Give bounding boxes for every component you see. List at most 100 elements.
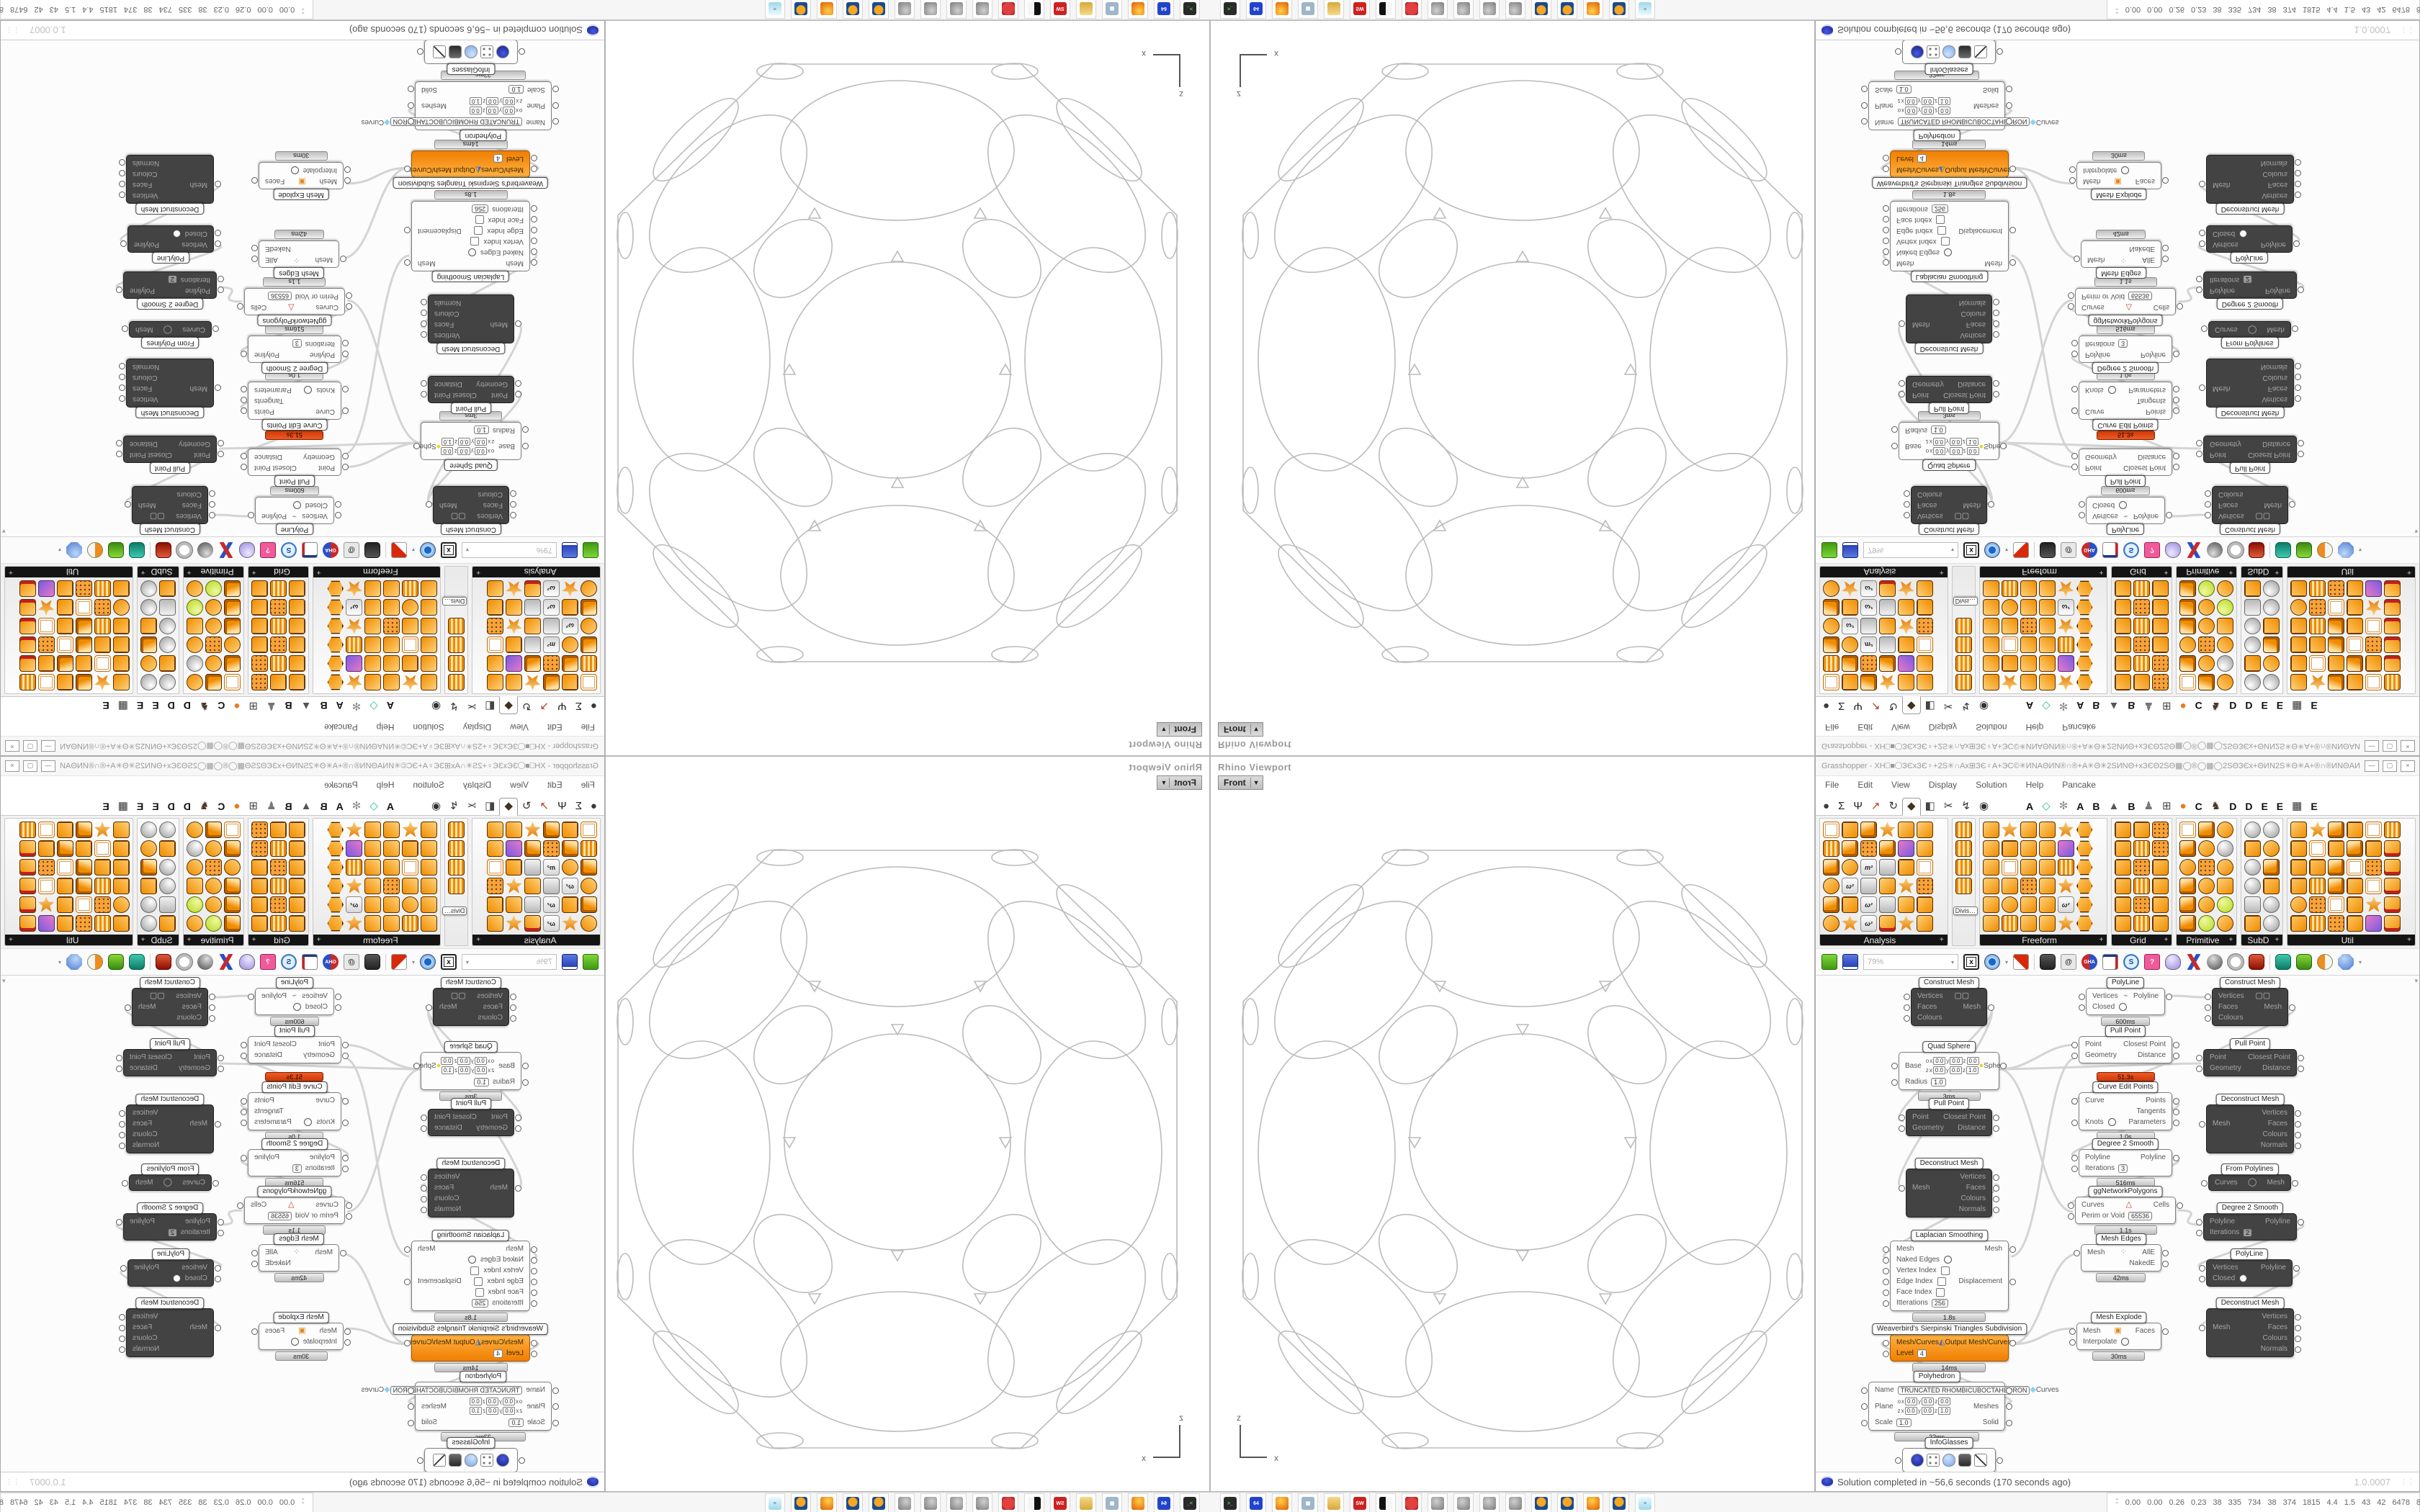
plane-value-box[interactable]: 0.0	[1922, 1398, 1935, 1405]
ribbon-icon[interactable]	[2133, 896, 2151, 913]
metrics-expand-icon[interactable]: ⌃ ⌃	[300, 4, 305, 14]
ribbon-icon[interactable]	[327, 636, 344, 653]
tab-plugin-b2[interactable]: B	[284, 801, 292, 812]
infoglasses-icon-4[interactable]	[449, 1454, 462, 1467]
zoom-extents-icon[interactable]: x	[441, 954, 457, 970]
tab-plugin-e1[interactable]: E	[152, 801, 159, 812]
circle-widget[interactable]	[467, 248, 476, 256]
ribbon-icon[interactable]	[562, 674, 578, 690]
tab-plugin-d2[interactable]: D	[2245, 700, 2253, 711]
ribbon-icon[interactable]	[140, 599, 157, 616]
ribbon-icon[interactable]	[364, 636, 382, 653]
ribbon-icon[interactable]: m²	[1860, 636, 1877, 653]
ribbon-icon[interactable]	[112, 878, 130, 894]
ribbon-icon[interactable]	[2290, 822, 2308, 838]
output-port[interactable]	[119, 1346, 125, 1353]
input-port[interactable]	[1904, 1014, 1910, 1022]
ribbon-icon[interactable]	[346, 915, 362, 932]
ribbon-icon[interactable]	[140, 878, 157, 894]
checkbox-widget[interactable]	[475, 215, 484, 225]
ribbon-icon[interactable]	[1898, 822, 1914, 838]
ribbon-icon[interactable]	[2328, 618, 2345, 634]
tab-display[interactable]: ◉	[431, 800, 442, 812]
ribbon-icon[interactable]	[2290, 878, 2308, 894]
bulb-icon[interactable]	[238, 954, 255, 970]
scroll-arrow-icon[interactable]: ▾	[2414, 528, 2418, 535]
ribbon-icon[interactable]	[251, 599, 268, 616]
ribbon-icon[interactable]	[402, 674, 418, 690]
ribbon-icon[interactable]	[2058, 580, 2074, 597]
node-tag[interactable]: InfoGlasses	[447, 1437, 496, 1449]
input-port[interactable]	[1861, 102, 1868, 109]
ribbon-icon[interactable]	[251, 580, 268, 597]
camera-icon[interactable]	[364, 954, 380, 970]
ribbon-icon[interactable]	[506, 636, 522, 653]
gimp-icon-4[interactable]	[1505, 1493, 1525, 1512]
menu-solution[interactable]: Solution	[413, 722, 444, 732]
output-port[interactable]	[404, 1278, 411, 1285]
tab-curve[interactable]: ↻	[521, 700, 532, 712]
ribbon-icon[interactable]	[2309, 822, 2326, 837]
ribbon-icon[interactable]	[1917, 674, 1933, 690]
ribbon-icon[interactable]	[2244, 674, 2262, 690]
ribbon-icon[interactable]	[506, 840, 522, 857]
node-tag[interactable]: Pull Point	[274, 475, 315, 487]
ribbon-icon[interactable]	[2001, 859, 2018, 876]
value-box[interactable]: 65536	[267, 1211, 292, 1220]
metrics-expand-icon[interactable]: ⌃ ⌃	[2115, 1498, 2120, 1508]
cylinder-red-icon[interactable]	[2249, 954, 2265, 970]
ribbon-icon[interactable]	[2001, 580, 2018, 597]
ribbon-icon[interactable]	[383, 896, 400, 913]
ribbon-icon[interactable]	[402, 859, 419, 876]
ribbon-icon[interactable]	[581, 915, 597, 932]
ribbon-icon[interactable]	[383, 822, 400, 838]
ribbon-icon[interactable]	[1860, 674, 1877, 690]
node-tag[interactable]: PolyLine	[2106, 523, 2145, 535]
output-port[interactable]	[413, 443, 420, 449]
cylinder-teal-icon[interactable]	[128, 542, 145, 558]
node-tag[interactable]: PolyLine	[2106, 977, 2145, 989]
menu-edit[interactable]: Edit	[1857, 780, 1873, 790]
node-tag[interactable]: Curve Edit Points	[2092, 1081, 2159, 1093]
ribbon-icon[interactable]	[2179, 915, 2197, 932]
node-tag[interactable]: Polyhedron	[460, 1371, 507, 1382]
ribbon-icon[interactable]	[1898, 896, 1914, 913]
ribbon-icon[interactable]	[364, 618, 382, 634]
node-pull-point-3[interactable]: Point Closest Point Geometry Distance	[116, 1049, 224, 1076]
ribbon-icon[interactable]	[2217, 915, 2234, 932]
ribbon-icon[interactable]	[2328, 636, 2345, 653]
node-laplacian-smoothing[interactable]: Mesh Mesh Naked Edges Vertex Index Edge Inde…	[1883, 1241, 2016, 1311]
ribbon-icon[interactable]	[2244, 580, 2262, 597]
tab-plugin-e3[interactable]: E	[2311, 801, 2318, 812]
flag-icon[interactable]	[1376, 0, 1396, 19]
input-port[interactable]	[1883, 1267, 1889, 1274]
ribbon-icon[interactable]	[2347, 840, 2364, 857]
plane-value-box[interactable]: 0.0	[503, 1407, 516, 1415]
ribbon-icon[interactable]	[1955, 822, 1972, 838]
input-port[interactable]	[1891, 443, 1898, 449]
input-port[interactable]	[215, 1264, 221, 1272]
ribbon-icon[interactable]	[56, 859, 73, 876]
ribbon-icon[interactable]	[2001, 896, 2018, 913]
ribbon-icon[interactable]	[140, 655, 157, 672]
node-construct-mesh-2[interactable]: Vertices ▢▢ Faces Mesh Colours	[125, 988, 215, 1026]
minimize-button[interactable]: —	[2365, 740, 2379, 752]
ribbon-icon[interactable]: ω²	[346, 896, 363, 913]
notes-icon[interactable]	[2102, 954, 2119, 970]
ball-orange-icon[interactable]	[2317, 954, 2334, 970]
ribbon-icon[interactable]	[2198, 636, 2215, 653]
blender-icon-3[interactable]	[791, 0, 811, 19]
node-mesh-explode[interactable]: Mesh ▣ Faces Interpolate	[2069, 162, 2169, 189]
ribbon-icon[interactable]	[1982, 618, 1999, 634]
ball-orange-icon[interactable]	[86, 954, 103, 970]
gimp-icon-4[interactable]	[1505, 0, 1525, 19]
ribbon-icon[interactable]	[75, 878, 92, 894]
ribbon-icon[interactable]	[2038, 618, 2056, 634]
maximize-button[interactable]: ▢	[23, 740, 37, 752]
tab-vector[interactable]: ↗	[1870, 800, 1881, 812]
ribbon-icon[interactable]	[581, 636, 597, 653]
menu-pancake[interactable]: Pancake	[2062, 780, 2096, 790]
value-box[interactable]: 65536	[267, 292, 292, 301]
ribbon-icon[interactable]	[1917, 878, 1933, 894]
ribbon-icon[interactable]	[2347, 655, 2364, 672]
